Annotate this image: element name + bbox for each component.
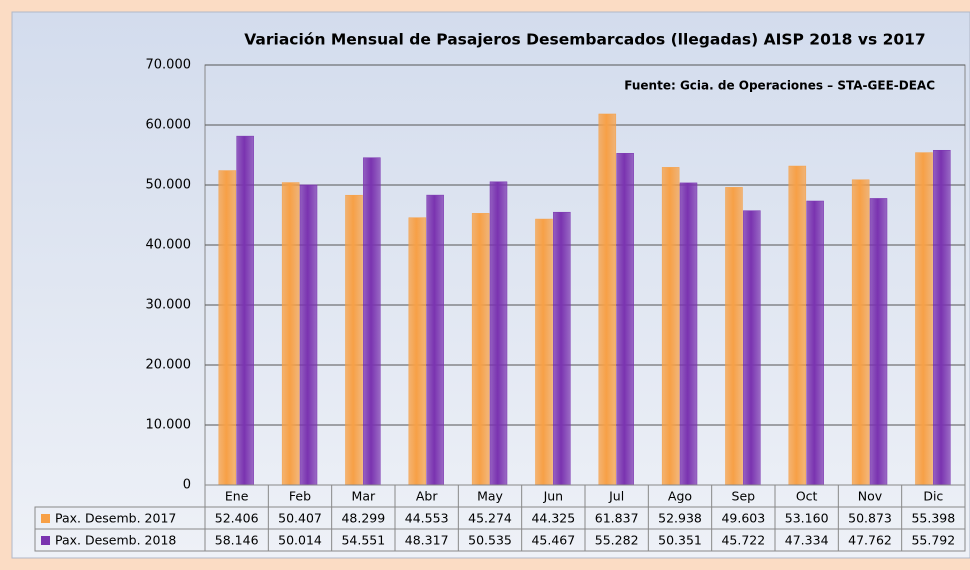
y-tick-label: 70.000: [146, 58, 192, 73]
bar: [725, 187, 743, 486]
bar: [616, 153, 634, 486]
x-tick-label: Jun: [543, 489, 564, 504]
x-tick-label: Abr: [416, 489, 438, 504]
x-tick-label: Ene: [225, 489, 249, 504]
bar: [218, 170, 237, 486]
data-label: 45.467: [531, 533, 575, 548]
bar: [236, 135, 254, 486]
data-label: 55.792: [911, 533, 955, 548]
data-label: 52.938: [658, 511, 702, 526]
data-label: 44.325: [531, 511, 575, 526]
y-tick-label: 0: [183, 478, 191, 493]
bar: [426, 194, 444, 486]
data-label: 54.551: [341, 533, 385, 548]
bar: [471, 213, 490, 486]
legend-label: Pax. Desemb. 2018: [55, 533, 176, 548]
data-label: 49.603: [721, 511, 765, 526]
data-label: 58.146: [215, 533, 259, 548]
bar: [489, 181, 508, 486]
data-label: 55.282: [595, 533, 639, 548]
legend-swatch: [41, 514, 50, 523]
data-label: 50.351: [658, 533, 702, 548]
bar: [299, 184, 318, 486]
bar: [679, 182, 698, 486]
annotation: Fuente: Gcia. de Operaciones – STA-GEE-D…: [624, 79, 935, 93]
x-tick-label: Oct: [796, 489, 818, 504]
data-label: 45.274: [468, 511, 512, 526]
x-tick-label: Feb: [289, 489, 311, 504]
bar: [363, 157, 381, 486]
y-tick-label: 50.000: [146, 178, 192, 193]
y-tick-label: 40.000: [146, 238, 192, 253]
bar: [661, 167, 680, 486]
data-label: 61.837: [595, 511, 639, 526]
y-tick-label: 10.000: [146, 418, 192, 433]
data-label: 50.535: [468, 533, 512, 548]
bar: [869, 198, 888, 486]
bar: [806, 200, 824, 486]
data-label: 52.406: [215, 511, 259, 526]
bar: [915, 152, 933, 486]
y-tick-label: 60.000: [146, 118, 192, 133]
bar: [743, 210, 761, 486]
x-tick-label: Jul: [608, 489, 624, 504]
x-tick-label: Mar: [352, 489, 376, 504]
y-tick-label: 20.000: [146, 358, 192, 373]
bar: [598, 113, 617, 486]
data-label: 50.873: [848, 511, 892, 526]
data-label: 48.317: [405, 533, 449, 548]
data-label: 44.553: [405, 511, 449, 526]
legend-swatch: [41, 536, 50, 545]
data-label: 50.014: [278, 533, 322, 548]
data-label: 47.762: [848, 533, 892, 548]
x-tick-label: Nov: [858, 489, 883, 504]
bar: [553, 211, 571, 486]
data-label: 48.299: [341, 511, 385, 526]
legend-label: Pax. Desemb. 2017: [55, 511, 176, 526]
bar: [408, 217, 427, 486]
bar: [345, 194, 363, 486]
bar: [281, 182, 300, 486]
chart-title: Variación Mensual de Pasajeros Desembarc…: [244, 31, 925, 49]
data-label: 47.334: [785, 533, 829, 548]
bar: [788, 165, 807, 486]
x-tick-label: Sep: [732, 489, 756, 504]
data-label: 50.407: [278, 511, 322, 526]
x-tick-label: Dic: [923, 489, 943, 504]
bar: [851, 179, 870, 486]
bar: [535, 218, 553, 486]
y-tick-label: 30.000: [146, 298, 192, 313]
x-tick-label: May: [477, 489, 503, 504]
data-label: 53.160: [785, 511, 829, 526]
x-tick-label: Ago: [668, 489, 692, 504]
data-label: 55.398: [911, 511, 955, 526]
bar: [933, 149, 951, 486]
data-label: 45.722: [721, 533, 765, 548]
